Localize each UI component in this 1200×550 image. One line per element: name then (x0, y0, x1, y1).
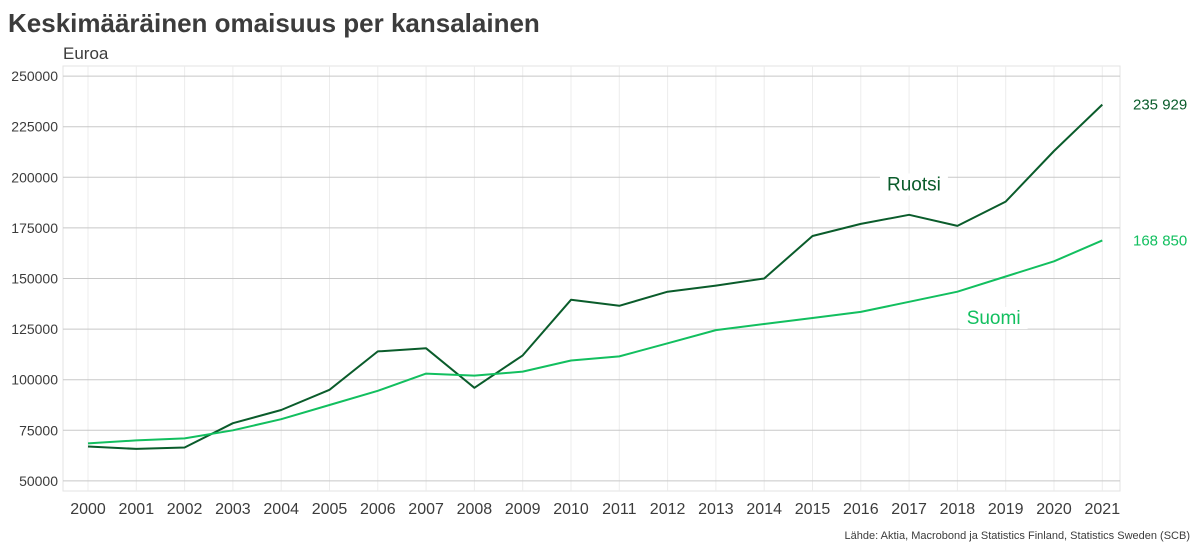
x-tick-label: 2002 (167, 501, 203, 518)
x-tick-label: 2020 (1036, 501, 1072, 518)
data-point-ruotsi (424, 346, 428, 350)
data-point-ruotsi (617, 304, 621, 308)
end-value-label-suomi: 168 850 (1133, 232, 1187, 249)
x-tick-label: 2010 (553, 501, 589, 518)
data-point-ruotsi (907, 213, 911, 217)
x-tick-label: 2014 (746, 501, 782, 518)
data-point-ruotsi (1052, 149, 1056, 153)
data-point-suomi (231, 428, 235, 432)
x-tick-label: 2017 (891, 501, 927, 518)
x-tick-label: 2001 (119, 501, 155, 518)
data-point-suomi (859, 310, 863, 314)
data-point-suomi (666, 341, 670, 345)
data-point-ruotsi (521, 353, 525, 357)
data-point-ruotsi (569, 298, 573, 302)
data-point-ruotsi (279, 408, 283, 412)
x-tick-label: 2000 (70, 501, 106, 518)
end-value-label-ruotsi: 235 929 (1133, 97, 1187, 114)
y-axis-unit-label: Euroa (63, 44, 109, 63)
data-point-ruotsi (183, 445, 187, 449)
data-point-suomi (1100, 238, 1104, 242)
x-tick-label: 2007 (408, 501, 444, 518)
data-point-suomi (424, 372, 428, 376)
data-point-suomi (134, 438, 138, 442)
data-point-ruotsi (811, 234, 815, 238)
data-point-suomi (1052, 259, 1056, 263)
data-point-suomi (86, 441, 90, 445)
data-point-ruotsi (955, 224, 959, 228)
series-label-background (959, 307, 1028, 330)
data-point-suomi (714, 328, 718, 332)
x-tick-label: 2011 (602, 501, 637, 518)
x-tick-label: 2012 (650, 501, 686, 518)
y-tick-label: 125000 (11, 321, 58, 337)
data-point-suomi (376, 389, 380, 393)
data-point-ruotsi (1100, 103, 1104, 107)
x-tick-label: 2005 (312, 501, 348, 518)
x-tick-label: 2019 (988, 501, 1024, 518)
series-label-background (879, 173, 948, 196)
x-tick-label: 2013 (698, 501, 734, 518)
data-point-suomi (279, 417, 283, 421)
data-point-suomi (617, 354, 621, 358)
x-tick-label: 2016 (843, 501, 879, 518)
data-point-suomi (955, 290, 959, 294)
data-point-suomi (1004, 274, 1008, 278)
x-tick-label: 2003 (215, 501, 251, 518)
chart-title: Keskimääräinen omaisuus per kansalainen (8, 8, 540, 38)
data-point-ruotsi (714, 284, 718, 288)
data-point-suomi (521, 370, 525, 374)
source-note: Lähde: Aktia, Macrobond ja Statistics Fi… (844, 530, 1190, 542)
data-point-ruotsi (376, 349, 380, 353)
x-tick-label: 2008 (457, 501, 493, 518)
series-label-ruotsi: Ruotsi (887, 174, 941, 195)
data-point-ruotsi (1004, 200, 1008, 204)
data-point-ruotsi (328, 388, 332, 392)
series-line-ruotsi (87, 103, 1103, 450)
data-point-suomi (328, 403, 332, 407)
data-point-suomi (472, 374, 476, 378)
data-point-suomi (762, 322, 766, 326)
data-point-ruotsi (859, 222, 863, 226)
data-point-ruotsi (134, 447, 138, 451)
y-tick-label: 200000 (11, 169, 58, 185)
y-tick-label: 225000 (11, 119, 58, 135)
y-tick-label: 50000 (19, 473, 58, 489)
y-tick-label: 250000 (11, 68, 58, 84)
x-tick-label: 2015 (795, 501, 831, 518)
x-tick-label: 2004 (263, 501, 299, 518)
data-point-ruotsi (762, 277, 766, 281)
x-tick-label: 2021 (1085, 501, 1121, 518)
data-point-suomi (811, 316, 815, 320)
data-point-suomi (183, 436, 187, 440)
data-point-ruotsi (666, 290, 670, 294)
series-line-suomi (87, 239, 1103, 445)
data-point-suomi (569, 358, 573, 362)
data-point-ruotsi (472, 386, 476, 390)
y-tick-label: 150000 (11, 271, 58, 287)
data-point-ruotsi (231, 421, 235, 425)
y-tick-label: 175000 (11, 220, 58, 236)
x-tick-label: 2009 (505, 501, 541, 518)
x-tick-label: 2006 (360, 501, 396, 518)
series-label-suomi: Suomi (967, 308, 1021, 329)
y-tick-label: 75000 (19, 422, 58, 438)
data-point-suomi (907, 300, 911, 304)
x-tick-label: 2018 (940, 501, 976, 518)
y-tick-label: 100000 (11, 372, 58, 388)
